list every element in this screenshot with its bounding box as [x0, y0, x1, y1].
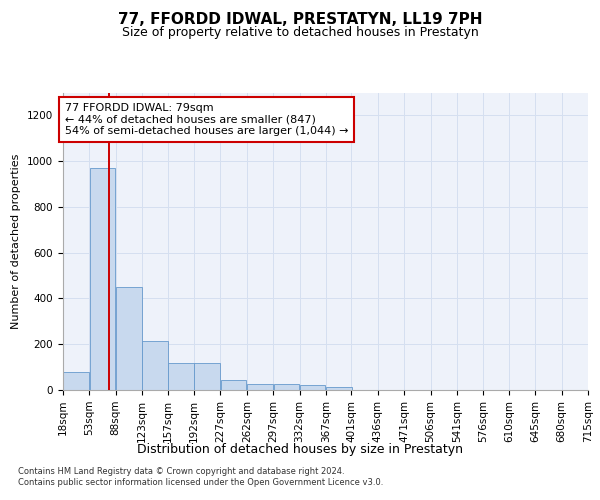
Bar — [168, 362, 194, 390]
Bar — [142, 341, 168, 390]
Bar — [300, 386, 325, 390]
Text: Contains HM Land Registry data © Crown copyright and database right 2024.
Contai: Contains HM Land Registry data © Crown c… — [18, 468, 383, 487]
Text: 77, FFORDD IDWAL, PRESTATYN, LL19 7PH: 77, FFORDD IDWAL, PRESTATYN, LL19 7PH — [118, 12, 482, 28]
Bar — [116, 287, 142, 390]
Bar — [221, 380, 247, 390]
Bar — [64, 372, 89, 390]
Y-axis label: Number of detached properties: Number of detached properties — [11, 154, 22, 329]
Bar — [90, 168, 115, 390]
Bar — [274, 384, 299, 390]
Bar — [194, 362, 220, 390]
Bar — [326, 387, 352, 390]
Bar — [247, 384, 273, 390]
Text: Size of property relative to detached houses in Prestatyn: Size of property relative to detached ho… — [122, 26, 478, 39]
Text: Distribution of detached houses by size in Prestatyn: Distribution of detached houses by size … — [137, 442, 463, 456]
Text: 77 FFORDD IDWAL: 79sqm
← 44% of detached houses are smaller (847)
54% of semi-de: 77 FFORDD IDWAL: 79sqm ← 44% of detached… — [65, 103, 348, 136]
